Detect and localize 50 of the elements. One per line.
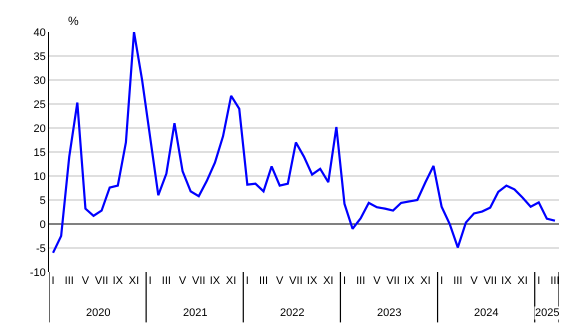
x-tick-label: VII xyxy=(386,275,400,287)
x-tick-label: VII xyxy=(192,275,206,287)
x-tick-label: III xyxy=(258,275,268,287)
y-tick-label: 40 xyxy=(34,26,46,39)
y-tick-label: 10 xyxy=(34,170,46,183)
x-tick-label: V xyxy=(373,275,382,287)
x-tick-label: V xyxy=(178,275,187,287)
x-tick-label: I xyxy=(148,275,152,287)
x-tick-label: I xyxy=(342,275,346,287)
x-tick-label: V xyxy=(470,275,478,287)
y-tick-label: 15 xyxy=(34,146,46,159)
x-tick-label: XI xyxy=(517,275,528,287)
x-tick-label: IX xyxy=(501,275,512,287)
x-tick-label: III xyxy=(64,275,74,287)
y-axis-title: % xyxy=(68,14,79,28)
y-tick-label: 20 xyxy=(34,122,46,135)
x-tick-label: IX xyxy=(112,275,124,287)
text: 2020 xyxy=(86,307,110,319)
x-tick-label: I xyxy=(52,275,55,287)
x-tick-label: VII xyxy=(483,275,497,287)
x-tick-label: I xyxy=(440,275,444,287)
x-tick-label: XI xyxy=(128,275,140,287)
x-tick-label: V xyxy=(276,275,284,287)
text: 2025 xyxy=(535,307,560,319)
y-tick-label: 35 xyxy=(34,50,46,63)
y-tick-label: 30 xyxy=(34,74,46,87)
text: 2022 xyxy=(280,307,304,319)
x-tick-label: III xyxy=(453,275,462,287)
x-tick-label: IX xyxy=(306,275,318,287)
y-tick-label: -10 xyxy=(30,266,46,279)
x-tick-label: XI xyxy=(323,275,334,287)
text: 2023 xyxy=(377,307,402,319)
y-tick-label: 5 xyxy=(40,194,46,207)
x-tick-label: I xyxy=(246,275,249,287)
x-tick-label: III xyxy=(550,275,560,287)
text: 2021 xyxy=(183,307,208,319)
x-tick-label: VII xyxy=(94,275,108,287)
x-tick-label: I xyxy=(537,275,540,287)
y-tick-label: -5 xyxy=(36,242,46,255)
x-tick-label: XI xyxy=(226,275,236,287)
x-tick-label: XI xyxy=(420,275,431,287)
x-tick-label: III xyxy=(356,275,366,287)
y-tick-label: 0 xyxy=(40,218,46,231)
text: 2024 xyxy=(474,307,498,319)
x-tick-label: IX xyxy=(210,275,221,287)
x-tick-label: IX xyxy=(404,275,416,287)
x-tick-label: VII xyxy=(289,275,303,287)
y-tick-label: 25 xyxy=(34,98,46,111)
x-tick-label: III xyxy=(162,275,171,287)
x-tick-label: V xyxy=(82,275,90,287)
